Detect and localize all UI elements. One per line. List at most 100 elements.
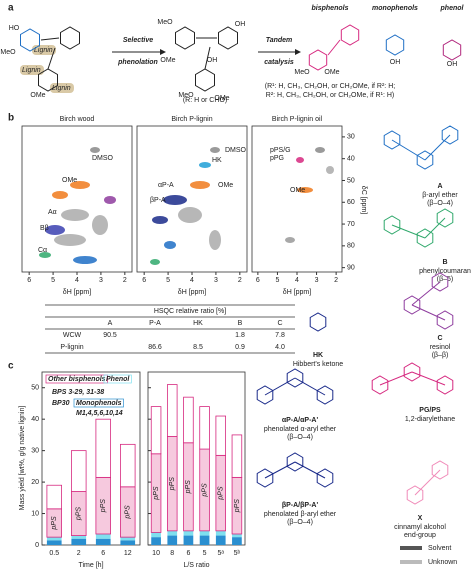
x-tick-label: 6 (101, 550, 105, 557)
row-header: WCW (63, 332, 82, 339)
plot-frame (41, 371, 141, 546)
bar-segment (46, 537, 62, 541)
x-axis-label: Time [h] (78, 562, 103, 569)
bar-segment (167, 530, 178, 536)
bar-segment (120, 537, 136, 541)
arrow-text: phenolation (117, 59, 158, 66)
atom: MeO (0, 49, 16, 56)
bar-segment (95, 418, 112, 478)
panel-label: b (8, 113, 14, 124)
bar-segment (199, 530, 210, 536)
atom: HO (9, 25, 20, 32)
bar-segment (71, 535, 87, 539)
bar-annotation: pPS (218, 486, 225, 501)
ring (442, 39, 462, 61)
structure-id: βP-A/βP-A' (282, 502, 319, 509)
bond (391, 139, 426, 161)
ring (308, 49, 328, 71)
row-header: P-lignin (60, 344, 83, 351)
ring (371, 375, 389, 395)
product-class: bisphenols (312, 5, 349, 12)
peak-tag: OMe (218, 182, 233, 189)
structure-name: phenylcoumaran (419, 268, 471, 275)
y-tick-label: 50 (31, 385, 39, 392)
ring (441, 125, 459, 145)
column-header: P-A (149, 320, 161, 327)
x-tick-label: 2 (334, 277, 338, 284)
panel-label: a (8, 3, 14, 14)
ring (403, 295, 421, 315)
atom: OMe (160, 57, 175, 64)
column-header: A (108, 320, 113, 327)
contour (92, 215, 108, 235)
ring (431, 460, 449, 480)
bond (294, 461, 326, 479)
ring (406, 485, 424, 505)
ring (403, 362, 421, 382)
contour (164, 241, 176, 249)
note: (R¹: H, CH₃, CH₂OH, or CH₂OMe, if R²: H; (265, 83, 395, 90)
bar-segment (199, 535, 210, 545)
bar-segment (215, 530, 226, 536)
contour (297, 187, 313, 193)
y-tick-label: 40 (31, 416, 39, 423)
x-axis-label: δH [ppm] (178, 289, 206, 296)
arrow-text: Tandem (266, 37, 293, 44)
atom: MeO (157, 19, 173, 26)
ring (416, 228, 434, 248)
ring (436, 375, 454, 395)
bar-segment (95, 533, 111, 539)
bar-annotation: pPS (125, 505, 132, 520)
x-tick-label: 3 (99, 277, 103, 284)
ring (383, 130, 401, 150)
x-tick-label: 3 (315, 277, 319, 284)
table-cell: 8.5 (193, 344, 203, 351)
peak-tag: βP-A (150, 197, 166, 204)
lignin-tag-text: Lignin (52, 85, 71, 92)
y-tick-label: 30 (347, 134, 355, 141)
lignin-tag (32, 45, 56, 55)
table-cell: 4.0 (275, 344, 285, 351)
x-tick-label: 5 (51, 277, 55, 284)
contour (315, 147, 325, 153)
note: R²: H, CH₃, CH₂OH, or CH₂OMe, if R¹: H) (266, 92, 394, 99)
peak-tag: Aα (48, 209, 57, 216)
contour (52, 191, 68, 199)
legend-text: Other bisphenols (48, 376, 106, 383)
contour (61, 209, 89, 221)
x-tick-label: 5 (166, 277, 170, 284)
structure-link: (β–5) (437, 276, 453, 283)
plot-frame (147, 371, 246, 546)
peak-tag: HK (212, 157, 222, 164)
ring (286, 368, 304, 388)
structure-id: C (437, 335, 442, 342)
lignin-tag (20, 65, 44, 75)
contour (54, 234, 86, 246)
contour (285, 237, 295, 243)
panel-label: c (8, 361, 14, 372)
x-tick-label: 6 (256, 277, 260, 284)
legend-text: Unknown (428, 559, 457, 566)
x-tick-label: 2 (77, 550, 81, 557)
x-tick-label: 12 (124, 550, 132, 557)
bar-annotation: pPS (234, 499, 241, 514)
ring (175, 26, 195, 50)
ring (431, 272, 449, 292)
legend-swatch (45, 374, 108, 384)
bond (379, 371, 413, 386)
x-tick-label: 6 (186, 550, 190, 557)
ring (309, 312, 327, 332)
contour (90, 147, 100, 153)
structure-name: Hibbert's ketone (293, 361, 343, 368)
bond (327, 39, 341, 56)
structure-name: β-aryl ether (422, 192, 458, 199)
bar-segment (183, 530, 194, 536)
x-tick-label: 8 (170, 550, 174, 557)
bar-segment (231, 434, 243, 478)
contour (73, 256, 97, 264)
atom: OMe (214, 95, 229, 102)
bond (411, 281, 441, 306)
bar-annotation: pPS (185, 480, 192, 495)
